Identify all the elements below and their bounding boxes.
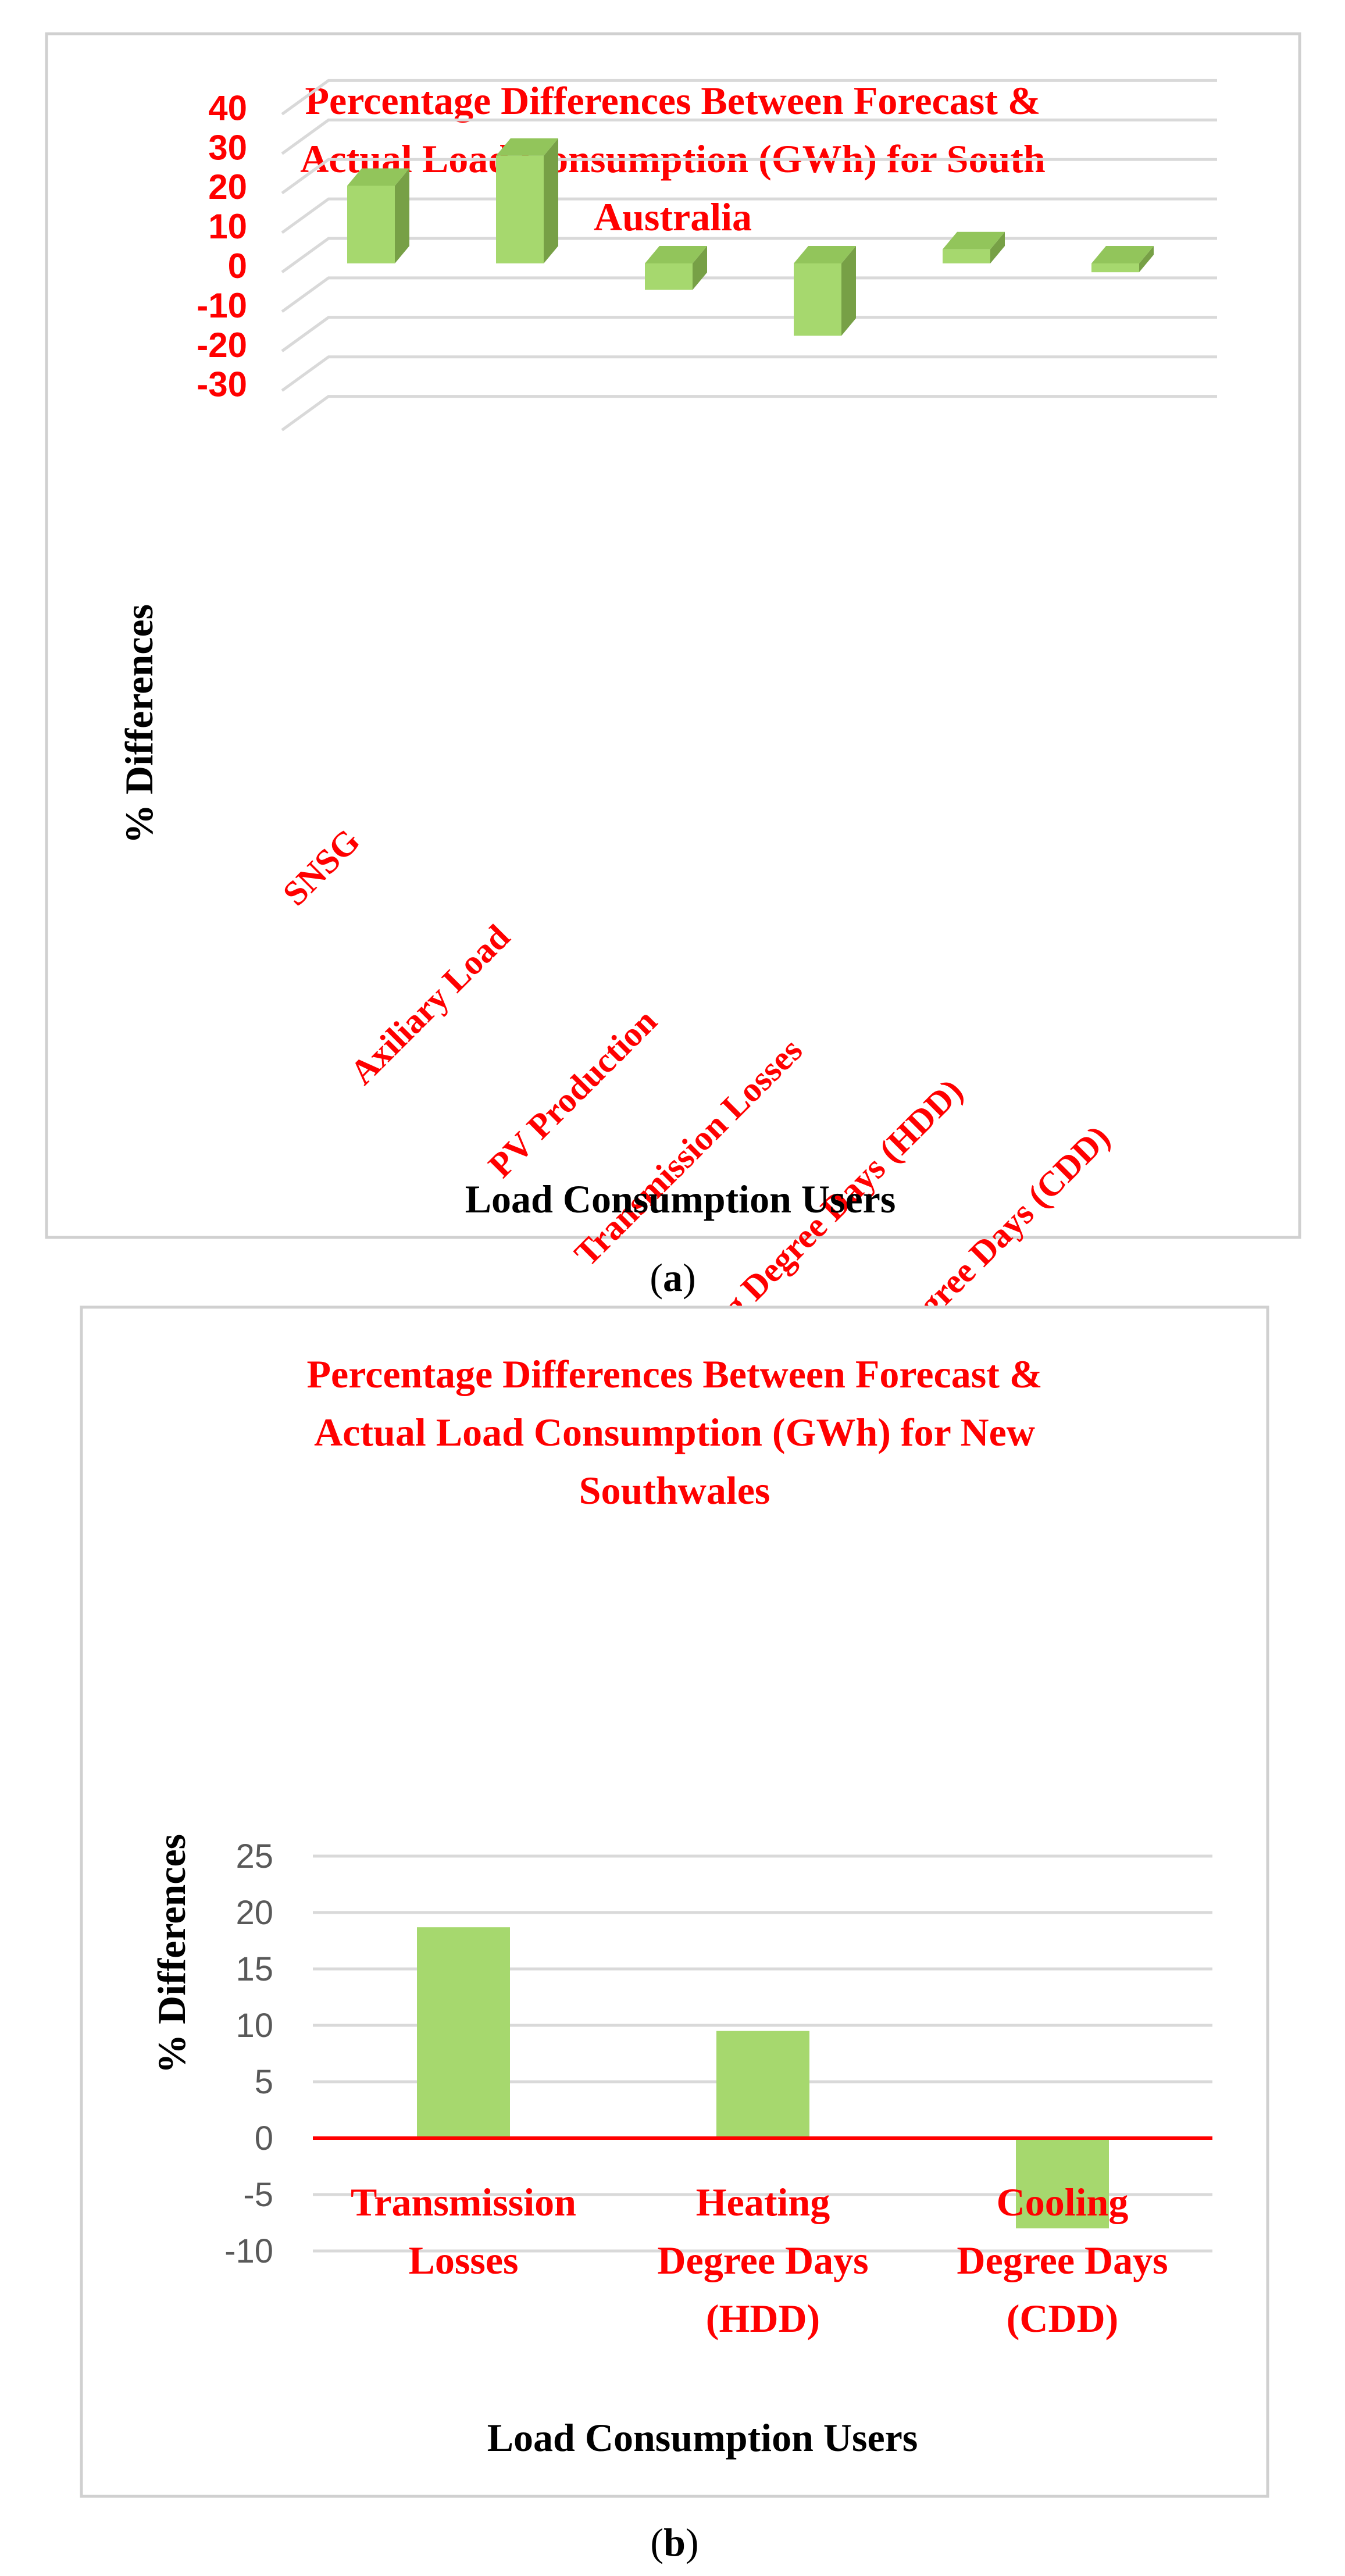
category-label: Degree Days — [957, 2238, 1168, 2282]
bar — [347, 185, 395, 263]
category-label: (CDD) — [1007, 2296, 1119, 2340]
y-tick-label: 30 — [208, 128, 247, 167]
caption-a-open: ( — [650, 1255, 663, 1300]
gridline — [281, 237, 1217, 274]
y-tick-label: -30 — [197, 365, 247, 404]
category-label: Heating — [696, 2180, 830, 2224]
y-tick-label: 0 — [228, 247, 247, 286]
chart-b-category-labels: Transmission Losses Heating Degree Days (HDD… — [351, 2180, 1168, 2340]
chart-a-x-axis-title: Load Consumption Users — [465, 1177, 896, 1221]
bar — [943, 249, 990, 263]
y-tick-label: 0 — [255, 2120, 273, 2157]
y-tick-label: 5 — [255, 2063, 273, 2101]
chart-a-south-australia: Percentage Differences Between Forecast … — [45, 32, 1301, 1442]
bar-top — [794, 246, 856, 263]
category-label: Transmission — [351, 2180, 576, 2224]
bar-top — [645, 246, 707, 263]
bar-side — [1139, 246, 1154, 273]
chart-a-title-line-3: Australia — [594, 195, 752, 239]
caption-b-open: ( — [650, 2520, 663, 2564]
gridline — [281, 118, 1217, 155]
bar — [794, 263, 841, 336]
gridline — [281, 355, 1217, 392]
y-tick-label: 10 — [236, 2007, 273, 2045]
bar-side — [544, 138, 558, 263]
chart-b-title-line-2: Actual Load Consumption (GWh) for New — [314, 1410, 1035, 1454]
gridline — [281, 79, 1217, 116]
gridline — [281, 316, 1217, 352]
chart-a-bars — [347, 138, 1154, 336]
y-tick-label: -5 — [243, 2176, 273, 2214]
bar-top — [347, 168, 409, 186]
bar — [417, 1927, 510, 2138]
chart-b-bars — [417, 1927, 1109, 2229]
bar — [1016, 2138, 1109, 2229]
bar-side — [990, 231, 1005, 263]
bar-top — [1091, 246, 1154, 263]
bar-top — [496, 138, 558, 156]
y-tick-label: 40 — [208, 88, 247, 127]
chart-b-title-line-3: Southwales — [579, 1468, 770, 1512]
chart-a-gridlines — [281, 79, 1217, 431]
chart-b-new-southwales: Percentage Differences Between Forecast … — [80, 1305, 1269, 2498]
category-label: Losses — [409, 2238, 519, 2282]
chart-b-x-axis-title: Load Consumption Users — [487, 2416, 918, 2460]
y-tick-label: -10 — [224, 2232, 273, 2270]
caption-b-close: ) — [686, 2520, 699, 2564]
y-tick-label: 20 — [208, 167, 247, 206]
category-label: Cooling — [997, 2180, 1129, 2224]
caption-b: (b) — [650, 2520, 698, 2564]
bar-side — [693, 246, 707, 290]
bar-top — [943, 231, 1005, 249]
gridline — [281, 276, 1217, 313]
bar — [716, 2031, 809, 2138]
gridline — [281, 158, 1217, 195]
category-label: Degree Days — [657, 2238, 868, 2282]
chart-b-title-line-1: Percentage Differences Between Forecast … — [306, 1352, 1042, 1396]
bar — [645, 263, 693, 290]
caption-a-letter: a — [663, 1255, 683, 1300]
caption-a-close: ) — [683, 1255, 696, 1300]
chart-b-y-tick-labels: 25 20 15 10 5 0 -5 -10 — [224, 1838, 273, 2270]
chart-a-title-line-1: Percentage Differences Between Forecast … — [305, 79, 1040, 123]
y-tick-label: 15 — [236, 1950, 273, 1988]
y-tick-label: 25 — [236, 1838, 273, 1875]
bar — [1091, 263, 1139, 273]
y-tick-label: 10 — [208, 207, 247, 246]
bar — [496, 155, 544, 263]
bar-side — [841, 246, 856, 336]
chart-b-y-axis-title: % Differences — [149, 1834, 194, 2074]
gridline — [281, 395, 1217, 431]
y-tick-label: -20 — [197, 326, 247, 365]
chart-b-border — [80, 1305, 1269, 2498]
chart-b-title: Percentage Differences Between Forecast … — [306, 1352, 1042, 1512]
caption-b-letter: b — [663, 2520, 686, 2564]
category-label: (HDD) — [706, 2296, 820, 2340]
chart-a-border — [45, 32, 1301, 1239]
y-tick-label: 20 — [236, 1894, 273, 1932]
bar-side — [395, 168, 409, 263]
y-tick-label: -10 — [197, 286, 247, 325]
caption-a: (a) — [650, 1255, 695, 1300]
gridline — [281, 197, 1217, 234]
chart-a-y-axis-title: % Differences — [117, 604, 161, 844]
